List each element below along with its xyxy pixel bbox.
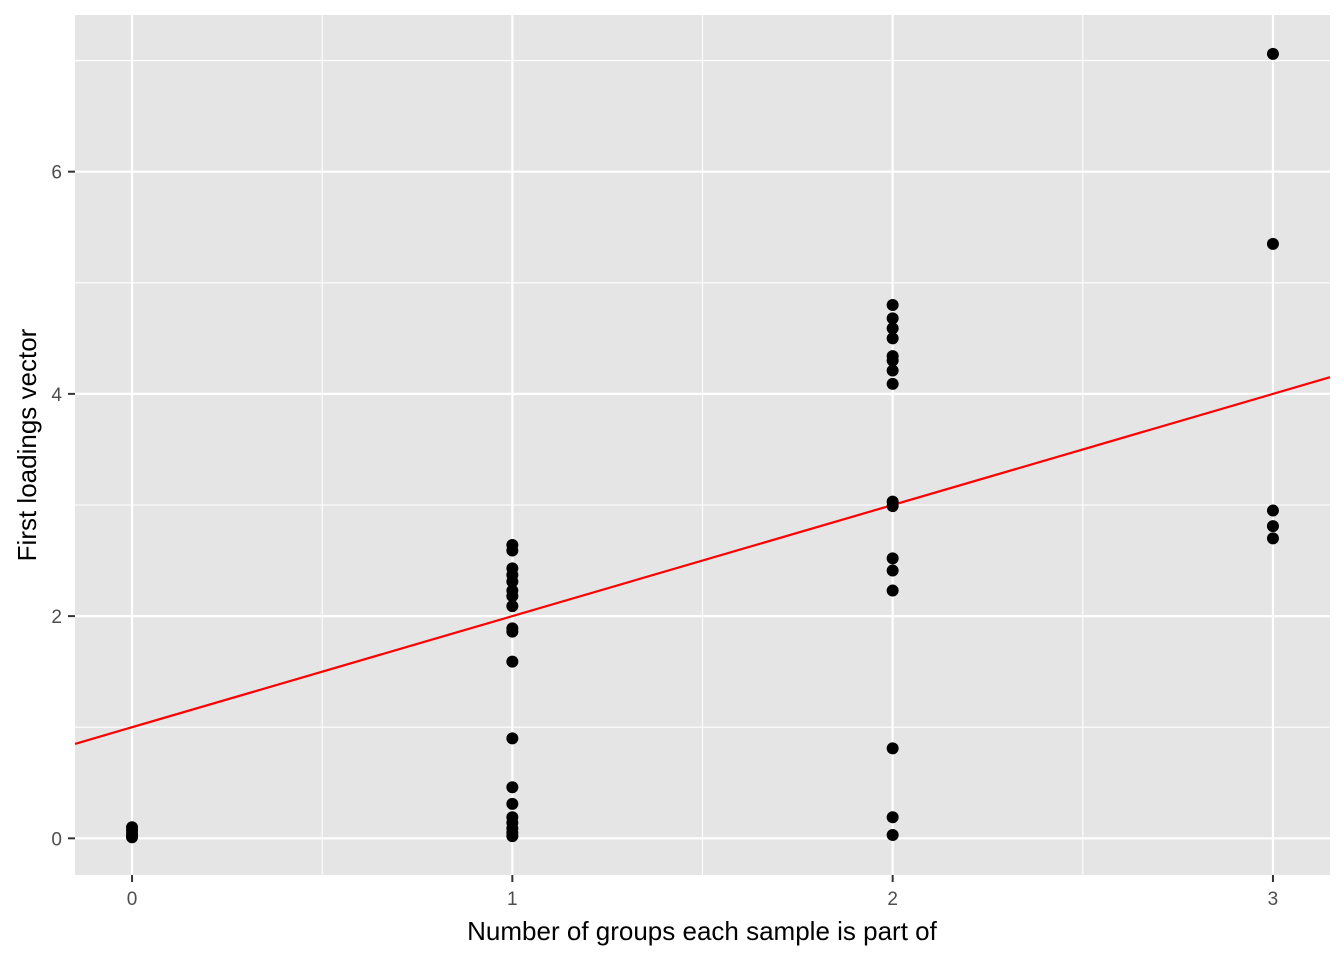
data-point (506, 781, 519, 794)
data-point (1266, 504, 1279, 517)
data-point (1266, 237, 1279, 250)
data-point (886, 322, 899, 335)
fit-line-group (74, 376, 1331, 745)
x-tick-label: 3 (1268, 889, 1279, 910)
data-point (886, 564, 899, 577)
data-point (886, 552, 899, 565)
data-point (506, 575, 519, 588)
data-point (126, 831, 139, 844)
data-point (886, 377, 899, 390)
data-point (886, 811, 899, 824)
data-point (886, 299, 899, 311)
data-point (886, 742, 899, 755)
data-point (886, 829, 899, 841)
data-point (506, 732, 519, 745)
x-axis-label: Number of groups each sample is part of (467, 916, 937, 946)
data-point (506, 655, 519, 668)
y-tick-label: 0 (51, 829, 62, 850)
data-point (886, 332, 899, 345)
regression-line (74, 376, 1331, 745)
data-point (1266, 47, 1279, 60)
data-point (506, 830, 519, 843)
data-point (1266, 532, 1279, 545)
data-point (506, 590, 519, 603)
data-point (886, 584, 899, 597)
data-point (506, 600, 519, 613)
x-tick-label: 0 (127, 889, 138, 910)
data-point (886, 364, 899, 377)
data-point (1266, 520, 1279, 533)
y-tick-label: 6 (51, 163, 62, 184)
axes: 0 1 2 3 0 2 4 6 (51, 163, 1278, 910)
y-tick-label: 4 (51, 385, 62, 406)
y-tick-label: 2 (51, 607, 62, 628)
y-axis-label: First loadings vector (12, 328, 42, 561)
data-point (886, 354, 899, 367)
x-tick-label: 1 (507, 889, 518, 910)
data-point (506, 797, 519, 810)
data-point (506, 544, 519, 557)
data-point (506, 625, 519, 638)
data-point (886, 500, 899, 513)
x-tick-label: 2 (887, 889, 898, 910)
points (126, 47, 1279, 844)
gridlines (75, 15, 1330, 875)
data-point (886, 312, 899, 325)
